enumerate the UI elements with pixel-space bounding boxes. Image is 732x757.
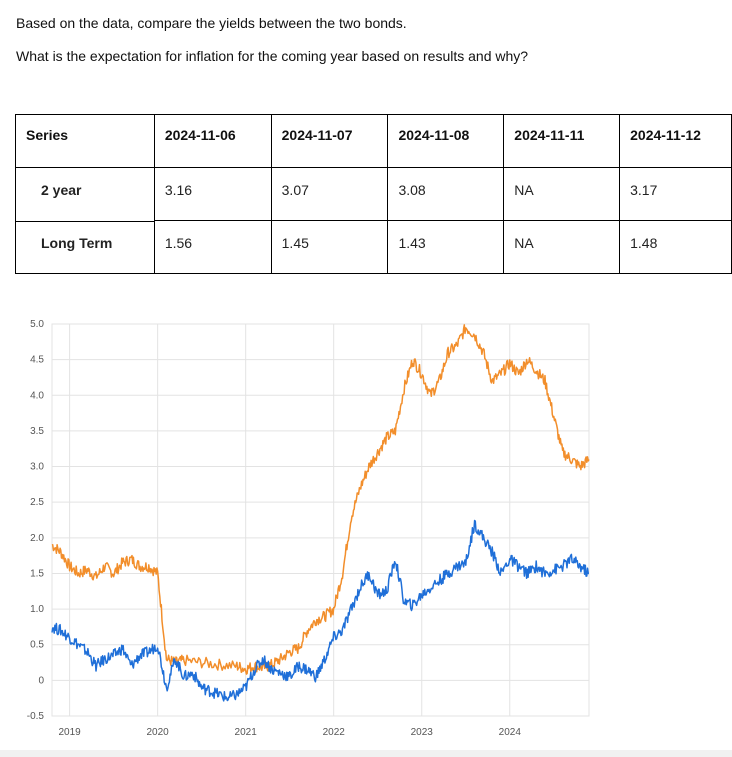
- question-1: Based on the data, compare the yields be…: [16, 15, 407, 31]
- chart-grid: [51, 323, 590, 717]
- y-tick-label: 3.0: [30, 462, 44, 473]
- x-tick-label: 2020: [147, 727, 170, 738]
- table-header-cell: 2024-11-12: [619, 114, 732, 168]
- y-tick-label: 1.0: [30, 604, 44, 615]
- y-tick-label: 2.5: [30, 497, 44, 508]
- x-axis-ticks: 2019 2020 2021 2022 2023 2024: [58, 727, 521, 738]
- row-label: Long Term: [15, 220, 155, 274]
- x-tick-label: 2022: [323, 727, 346, 738]
- x-tick-label: 2024: [499, 727, 522, 738]
- table-cell: NA: [503, 220, 621, 274]
- question-2: What is the expectation for inflation fo…: [16, 48, 529, 64]
- table-cell: NA: [503, 167, 621, 221]
- y-tick-label: 1.5: [30, 568, 44, 579]
- y-tick-label: 3.5: [30, 426, 44, 437]
- plot-frame: [51, 323, 590, 717]
- y-tick-label: 4.0: [30, 390, 44, 401]
- series-line-blue: [51, 519, 590, 702]
- table-header-cell: 2024-11-08: [387, 114, 505, 168]
- x-tick-label: 2023: [411, 727, 434, 738]
- table-header-cell: 2024-11-11: [503, 114, 621, 168]
- y-tick-label: 4.5: [30, 355, 44, 366]
- row-label: 2 year: [15, 167, 155, 222]
- table-cell: 1.43: [387, 220, 505, 274]
- table-cell: 3.08: [387, 167, 505, 221]
- table-cell: 1.48: [619, 220, 732, 274]
- chart-series: [51, 324, 590, 702]
- table-row: 2 year 3.16 3.07 3.08 NA 3.17: [15, 167, 732, 222]
- y-tick-label: 5.0: [30, 319, 44, 330]
- bottom-band: [0, 750, 732, 757]
- y-tick-label: 0: [38, 675, 44, 686]
- yields-table: Series 2024-11-06 2024-11-07 2024-11-08 …: [15, 114, 732, 274]
- table-cell: 3.17: [619, 167, 732, 221]
- table-header-row: Series 2024-11-06 2024-11-07 2024-11-08 …: [15, 114, 732, 168]
- x-tick-label: 2019: [58, 727, 81, 738]
- yield-line-chart: 5.0 4.5 4.0 3.5 3.0 2.5 2.0 1.5 1.0 0.5 0 -0.5 2019…: [27, 319, 590, 738]
- y-axis-ticks: 5.0 4.5 4.0 3.5 3.0 2.5 2.0 1.5 1.0 0.5 0 -0.5: [27, 319, 45, 722]
- table-cell: 1.56: [153, 220, 272, 274]
- table-cell: 3.16: [153, 167, 272, 221]
- x-tick-label: 2021: [235, 727, 258, 738]
- table-header-cell: 2024-11-07: [270, 114, 389, 168]
- y-tick-label: 2.0: [30, 533, 44, 544]
- table-row: Long Term 1.56 1.45 1.43 NA 1.48: [15, 220, 732, 274]
- table-header-cell: 2024-11-06: [153, 114, 272, 168]
- y-tick-label: 0.5: [30, 640, 44, 651]
- table-cell: 1.45: [270, 220, 389, 274]
- y-tick-label: -0.5: [27, 711, 45, 722]
- series-line-orange: [51, 324, 590, 675]
- table-cell: 3.07: [270, 167, 389, 221]
- table-header-cell: Series: [15, 114, 155, 168]
